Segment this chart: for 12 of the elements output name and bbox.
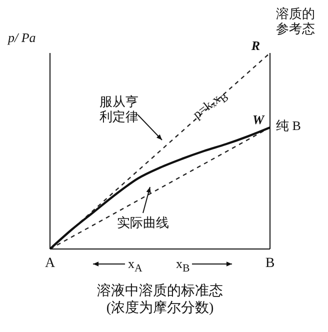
x-axis-title: 溶液中溶质的标准态 (浓度为摩尔分数) [96, 283, 224, 317]
annotation: W [251, 112, 264, 127]
annotation: R [250, 38, 260, 53]
text: 纯 B [276, 118, 302, 133]
y-axis-title: p/ Pa [8, 30, 36, 45]
x-tick-label: A [44, 256, 56, 271]
text: 溶质的参考态 [276, 6, 316, 36]
text: x$_{B}$ [176, 256, 190, 277]
annotation: 服从亨利定律 [98, 94, 140, 124]
annotation: 实际曲线 [116, 215, 170, 230]
x-tick-label: B [265, 256, 275, 271]
text: x$_{A}$ [128, 256, 142, 277]
